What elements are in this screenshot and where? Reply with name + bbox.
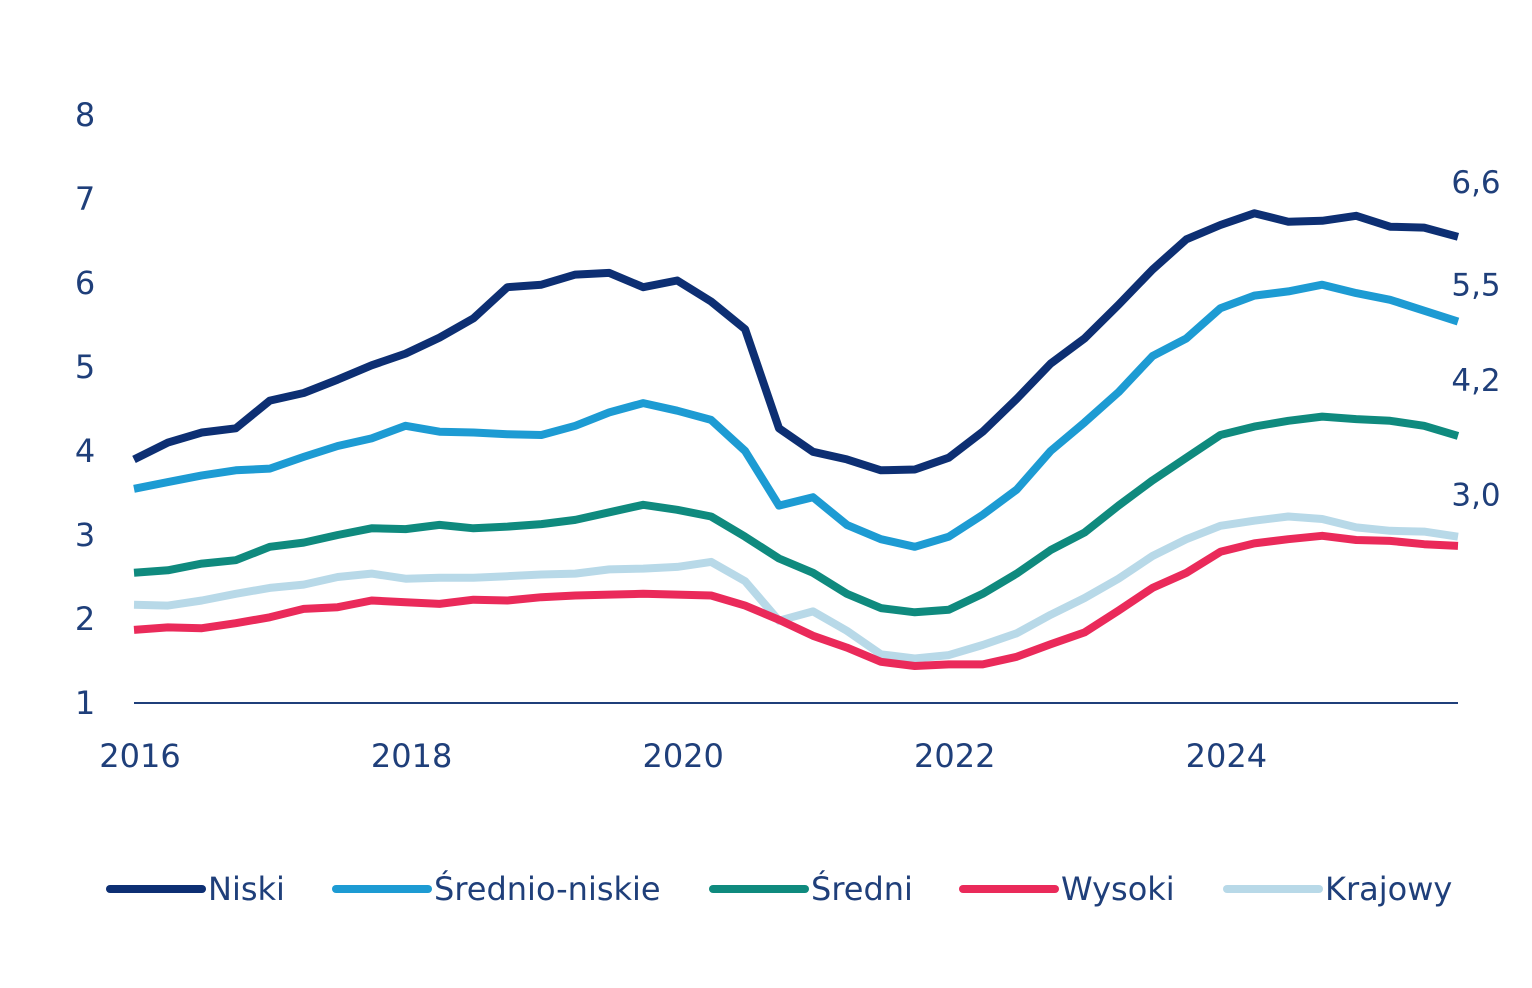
end-label: 6,6 <box>1451 165 1500 201</box>
x-tick-label: 2022 <box>914 737 995 775</box>
legend-label: Średni <box>811 869 913 908</box>
x-tick-label: 2024 <box>1186 737 1267 775</box>
legend-label: Niski <box>208 870 285 908</box>
end-label: 4,2 <box>1451 363 1500 399</box>
y-axis-tick-labels: 1 2 3 4 5 6 7 8 <box>75 96 95 722</box>
legend-item: Średni <box>709 869 913 908</box>
y-tick-label: 6 <box>75 264 95 302</box>
y-tick-label: 4 <box>75 432 95 470</box>
legend-item: Wysoki <box>959 870 1175 908</box>
legend-item: Niski <box>106 870 285 908</box>
series-end-labels: 6,6 5,5 4,2 3,0 <box>1451 165 1500 514</box>
end-label: 5,5 <box>1451 268 1500 304</box>
series-line-niski <box>132 209 1460 475</box>
y-tick-label: 1 <box>75 684 95 722</box>
series-line--rednio-niskie <box>133 280 1460 551</box>
y-tick-label: 5 <box>75 348 95 386</box>
legend-item: Krajowy <box>1223 870 1452 908</box>
series-line--redni <box>133 412 1460 617</box>
end-label: 3,0 <box>1451 478 1500 514</box>
x-tick-label: 2016 <box>99 737 180 775</box>
series-line-wysoki <box>133 531 1459 670</box>
x-tick-label: 2018 <box>371 737 452 775</box>
y-tick-label: 8 <box>75 96 95 134</box>
x-tick-label: 2020 <box>642 737 723 775</box>
y-tick-label: 3 <box>75 516 95 554</box>
legend: Niski Średnio-niskie Średni Wysoki Krajowy <box>106 869 1452 908</box>
legend-item: Średnio-niskie <box>332 869 661 908</box>
series-line-krajowy <box>133 512 1459 663</box>
y-tick-label: 2 <box>75 600 95 638</box>
legend-label: Średnio-niskie <box>434 869 661 908</box>
x-axis-tick-labels: 2016 2018 2020 2022 2024 <box>99 737 1267 775</box>
legend-label: Krajowy <box>1325 870 1452 908</box>
series-lines <box>132 209 1460 670</box>
y-tick-label: 7 <box>75 180 95 218</box>
legend-label: Wysoki <box>1061 870 1175 908</box>
